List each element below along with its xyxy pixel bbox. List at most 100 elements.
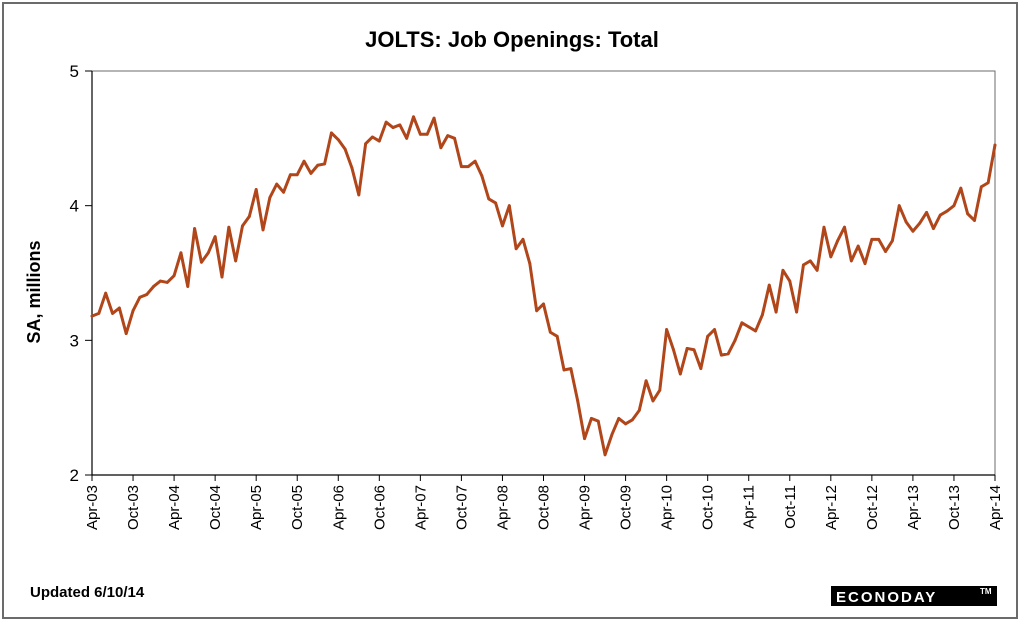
data-point	[815, 268, 819, 272]
x-tick-label: Oct-03	[125, 485, 142, 530]
data-point	[925, 211, 928, 214]
data-point	[97, 312, 101, 315]
data-point	[993, 143, 997, 147]
data-point	[371, 135, 374, 139]
x-tick-label: Apr-13	[905, 485, 922, 530]
data-point	[754, 329, 757, 333]
data-point	[911, 229, 915, 233]
y-tick-label: 4	[70, 197, 79, 216]
data-point	[706, 334, 710, 338]
data-point	[986, 181, 990, 185]
x-axis: Apr-03 Oct-03 Apr-04 Oct-04 Apr-05 Oct-05 Apr-…	[84, 474, 1004, 530]
data-point	[870, 237, 874, 241]
series-points	[90, 115, 997, 457]
data-point	[678, 372, 682, 376]
data-point	[295, 173, 299, 177]
data-point	[849, 259, 853, 263]
data-point	[241, 224, 244, 228]
data-point	[583, 437, 586, 441]
data-point	[186, 285, 190, 288]
data-point	[131, 309, 135, 313]
data-point	[890, 239, 894, 243]
x-tick-label: Apr-09	[577, 485, 594, 530]
series-line-job-openings	[90, 115, 997, 457]
logo-tm: TM	[980, 587, 992, 596]
data-point	[412, 115, 415, 119]
data-point	[405, 136, 409, 140]
data-point	[932, 227, 935, 230]
data-point	[808, 259, 812, 263]
data-point	[528, 262, 532, 265]
data-point	[213, 235, 217, 239]
data-point	[275, 182, 279, 186]
data-point	[966, 212, 970, 216]
data-point	[781, 268, 785, 272]
data-point	[138, 295, 142, 299]
data-point	[761, 313, 764, 317]
data-point	[124, 332, 128, 335]
x-tick-label: Oct-10	[700, 485, 717, 530]
data-point	[391, 126, 395, 129]
data-point	[398, 123, 402, 127]
y-axis: 2 3 4 5	[70, 62, 93, 485]
x-tick-label: Oct-13	[946, 485, 963, 530]
data-point	[774, 310, 778, 314]
data-point	[364, 142, 368, 146]
x-tick-label: Apr-11	[741, 485, 758, 529]
data-point	[795, 310, 799, 314]
data-point	[104, 291, 108, 295]
data-point	[665, 328, 669, 331]
data-point	[466, 165, 470, 169]
data-point	[856, 244, 860, 248]
logo-background	[831, 586, 997, 606]
data-point	[637, 408, 641, 412]
x-tick-label: Oct-07	[453, 485, 470, 530]
data-point	[877, 237, 881, 241]
data-point	[576, 399, 580, 403]
data-point	[172, 274, 176, 278]
data-point	[747, 325, 751, 329]
data-point	[904, 220, 908, 224]
x-tick-label: Oct-11	[782, 485, 799, 529]
data-point	[165, 281, 169, 284]
data-point	[788, 279, 792, 283]
logo-text: ECONODAY	[836, 589, 937, 606]
data-point	[494, 201, 498, 205]
data-point	[480, 174, 484, 178]
x-tick-label: Oct-12	[864, 485, 881, 530]
data-point	[699, 367, 703, 371]
x-tick-label: Apr-14	[987, 485, 1004, 530]
x-tick-label: Oct-06	[371, 485, 388, 530]
data-point	[535, 309, 539, 313]
y-tick-label: 2	[70, 466, 79, 485]
data-point	[247, 215, 251, 218]
data-point	[432, 116, 436, 120]
data-point	[487, 197, 491, 201]
chart-frame	[2, 2, 1018, 619]
data-point	[357, 193, 361, 197]
data-point	[802, 263, 805, 267]
x-tick-label: Apr-04	[166, 485, 183, 530]
data-point	[945, 209, 949, 213]
data-point	[836, 239, 840, 243]
x-tick-label: Apr-06	[330, 485, 347, 530]
plot-area	[91, 70, 996, 476]
data-point	[624, 422, 627, 426]
data-point	[179, 251, 183, 255]
data-point	[767, 283, 771, 287]
data-point	[610, 433, 614, 436]
x-tick-label: Oct-08	[536, 485, 553, 530]
data-point	[719, 353, 723, 357]
y-axis-label: SA, millions	[24, 240, 44, 343]
data-point	[111, 312, 114, 315]
x-tick-label: Oct-05	[289, 485, 306, 530]
data-point	[254, 188, 258, 191]
data-point	[200, 260, 203, 264]
data-point	[261, 228, 265, 232]
data-point	[959, 186, 963, 190]
data-point	[90, 314, 94, 318]
data-point	[555, 334, 559, 338]
data-point	[514, 247, 518, 251]
updated-date: Updated 6/10/14	[30, 584, 145, 601]
x-tick-label: Apr-12	[823, 485, 840, 530]
